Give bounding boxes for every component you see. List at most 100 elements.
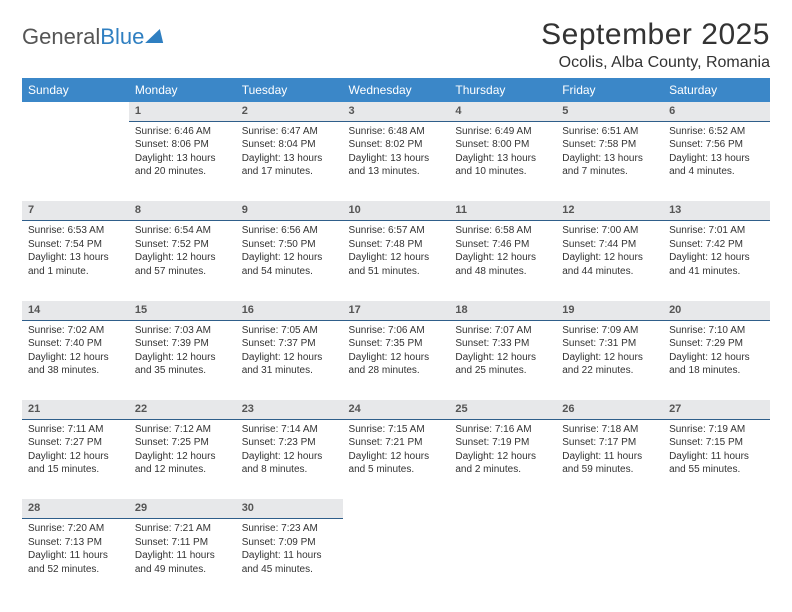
- daylight-text: Daylight: 12 hours and 54 minutes.: [242, 251, 337, 278]
- day-cell: Sunrise: 7:00 AMSunset: 7:44 PMDaylight:…: [556, 221, 663, 301]
- sunrise-text: Sunrise: 7:02 AM: [28, 324, 123, 338]
- logo-triangle-icon: [145, 29, 169, 43]
- sunrise-text: Sunrise: 6:58 AM: [455, 224, 550, 238]
- day-cell: Sunrise: 7:18 AMSunset: 7:17 PMDaylight:…: [556, 419, 663, 499]
- sunset-text: Sunset: 7:29 PM: [669, 337, 764, 351]
- sunset-text: Sunset: 7:39 PM: [135, 337, 230, 351]
- day-number: 15: [129, 301, 236, 320]
- sunrise-text: Sunrise: 6:48 AM: [349, 125, 444, 139]
- day-cell: Sunrise: 6:53 AMSunset: 7:54 PMDaylight:…: [22, 221, 129, 301]
- day-cell: Sunrise: 7:01 AMSunset: 7:42 PMDaylight:…: [663, 221, 770, 301]
- sunrise-text: Sunrise: 7:03 AM: [135, 324, 230, 338]
- daylight-text: Daylight: 12 hours and 18 minutes.: [669, 351, 764, 378]
- day-number: 9: [236, 201, 343, 220]
- col-tue: Tuesday: [236, 78, 343, 102]
- day-cell: Sunrise: 6:46 AMSunset: 8:06 PMDaylight:…: [129, 121, 236, 201]
- sunset-text: Sunset: 7:48 PM: [349, 238, 444, 252]
- sunrise-text: Sunrise: 6:47 AM: [242, 125, 337, 139]
- daylight-text: Daylight: 11 hours and 52 minutes.: [28, 549, 123, 576]
- day-cell: Sunrise: 7:07 AMSunset: 7:33 PMDaylight:…: [449, 320, 556, 400]
- day-number: 22: [129, 400, 236, 419]
- sunset-text: Sunset: 8:02 PM: [349, 138, 444, 152]
- day-number: 26: [556, 400, 663, 419]
- day-cell: Sunrise: 7:10 AMSunset: 7:29 PMDaylight:…: [663, 320, 770, 400]
- calendar-body: 123456Sunrise: 6:46 AMSunset: 8:06 PMDay…: [22, 102, 770, 599]
- day-cell: Sunrise: 7:11 AMSunset: 7:27 PMDaylight:…: [22, 419, 129, 499]
- data-row: Sunrise: 6:46 AMSunset: 8:06 PMDaylight:…: [22, 121, 770, 201]
- sunrise-text: Sunrise: 7:18 AM: [562, 423, 657, 437]
- sunset-text: Sunset: 7:35 PM: [349, 337, 444, 351]
- day-number: 13: [663, 201, 770, 220]
- day-number: 6: [663, 102, 770, 121]
- day-number: 2: [236, 102, 343, 121]
- day-number: 18: [449, 301, 556, 320]
- sunrise-text: Sunrise: 7:20 AM: [28, 522, 123, 536]
- sunset-text: Sunset: 7:31 PM: [562, 337, 657, 351]
- daylight-text: Daylight: 11 hours and 45 minutes.: [242, 549, 337, 576]
- daylight-text: Daylight: 12 hours and 57 minutes.: [135, 251, 230, 278]
- day-cell: Sunrise: 6:54 AMSunset: 7:52 PMDaylight:…: [129, 221, 236, 301]
- col-fri: Friday: [556, 78, 663, 102]
- col-sun: Sunday: [22, 78, 129, 102]
- data-row: Sunrise: 7:20 AMSunset: 7:13 PMDaylight:…: [22, 519, 770, 599]
- day-number: 10: [343, 201, 450, 220]
- daylight-text: Daylight: 12 hours and 31 minutes.: [242, 351, 337, 378]
- data-row: Sunrise: 7:11 AMSunset: 7:27 PMDaylight:…: [22, 419, 770, 499]
- sunset-text: Sunset: 7:09 PM: [242, 536, 337, 550]
- day-number: 16: [236, 301, 343, 320]
- location: Ocolis, Alba County, Romania: [541, 54, 770, 72]
- daylight-text: Daylight: 12 hours and 22 minutes.: [562, 351, 657, 378]
- sunset-text: Sunset: 7:37 PM: [242, 337, 337, 351]
- day-cell: Sunrise: 7:23 AMSunset: 7:09 PMDaylight:…: [236, 519, 343, 599]
- daylight-text: Daylight: 12 hours and 25 minutes.: [455, 351, 550, 378]
- daynum-row: 78910111213: [22, 201, 770, 220]
- sunrise-text: Sunrise: 7:01 AM: [669, 224, 764, 238]
- daylight-text: Daylight: 12 hours and 15 minutes.: [28, 450, 123, 477]
- day-cell: [343, 519, 450, 599]
- day-cell: Sunrise: 6:47 AMSunset: 8:04 PMDaylight:…: [236, 121, 343, 201]
- day-number: 7: [22, 201, 129, 220]
- day-number: 14: [22, 301, 129, 320]
- sunset-text: Sunset: 7:56 PM: [669, 138, 764, 152]
- day-number: [22, 102, 129, 121]
- logo: GeneralBlue: [22, 24, 166, 50]
- sunrise-text: Sunrise: 7:11 AM: [28, 423, 123, 437]
- daylight-text: Daylight: 12 hours and 2 minutes.: [455, 450, 550, 477]
- day-number: 28: [22, 499, 129, 518]
- day-cell: [449, 519, 556, 599]
- calendar-table: Sunday Monday Tuesday Wednesday Thursday…: [22, 78, 770, 599]
- day-cell: Sunrise: 7:20 AMSunset: 7:13 PMDaylight:…: [22, 519, 129, 599]
- page-title: September 2025: [541, 18, 770, 52]
- day-cell: [663, 519, 770, 599]
- daylight-text: Daylight: 13 hours and 10 minutes.: [455, 152, 550, 179]
- sunrise-text: Sunrise: 7:19 AM: [669, 423, 764, 437]
- sunset-text: Sunset: 7:58 PM: [562, 138, 657, 152]
- logo-word1: General: [22, 24, 100, 49]
- day-cell: Sunrise: 7:02 AMSunset: 7:40 PMDaylight:…: [22, 320, 129, 400]
- sunrise-text: Sunrise: 6:51 AM: [562, 125, 657, 139]
- day-number: 5: [556, 102, 663, 121]
- sunset-text: Sunset: 8:04 PM: [242, 138, 337, 152]
- day-cell: Sunrise: 7:15 AMSunset: 7:21 PMDaylight:…: [343, 419, 450, 499]
- sunrise-text: Sunrise: 7:23 AM: [242, 522, 337, 536]
- sunrise-text: Sunrise: 7:21 AM: [135, 522, 230, 536]
- daynum-row: 14151617181920: [22, 301, 770, 320]
- sunset-text: Sunset: 8:00 PM: [455, 138, 550, 152]
- col-thu: Thursday: [449, 78, 556, 102]
- day-cell: Sunrise: 6:49 AMSunset: 8:00 PMDaylight:…: [449, 121, 556, 201]
- col-sat: Saturday: [663, 78, 770, 102]
- sunrise-text: Sunrise: 6:46 AM: [135, 125, 230, 139]
- col-wed: Wednesday: [343, 78, 450, 102]
- day-cell: Sunrise: 6:48 AMSunset: 8:02 PMDaylight:…: [343, 121, 450, 201]
- day-cell: Sunrise: 7:12 AMSunset: 7:25 PMDaylight:…: [129, 419, 236, 499]
- sunrise-text: Sunrise: 7:09 AM: [562, 324, 657, 338]
- day-number: 23: [236, 400, 343, 419]
- day-number: 11: [449, 201, 556, 220]
- daylight-text: Daylight: 12 hours and 51 minutes.: [349, 251, 444, 278]
- title-block: September 2025 Ocolis, Alba County, Roma…: [541, 18, 770, 72]
- sunrise-text: Sunrise: 7:05 AM: [242, 324, 337, 338]
- day-number: [556, 499, 663, 518]
- daylight-text: Daylight: 12 hours and 48 minutes.: [455, 251, 550, 278]
- day-number: 12: [556, 201, 663, 220]
- day-cell: Sunrise: 6:58 AMSunset: 7:46 PMDaylight:…: [449, 221, 556, 301]
